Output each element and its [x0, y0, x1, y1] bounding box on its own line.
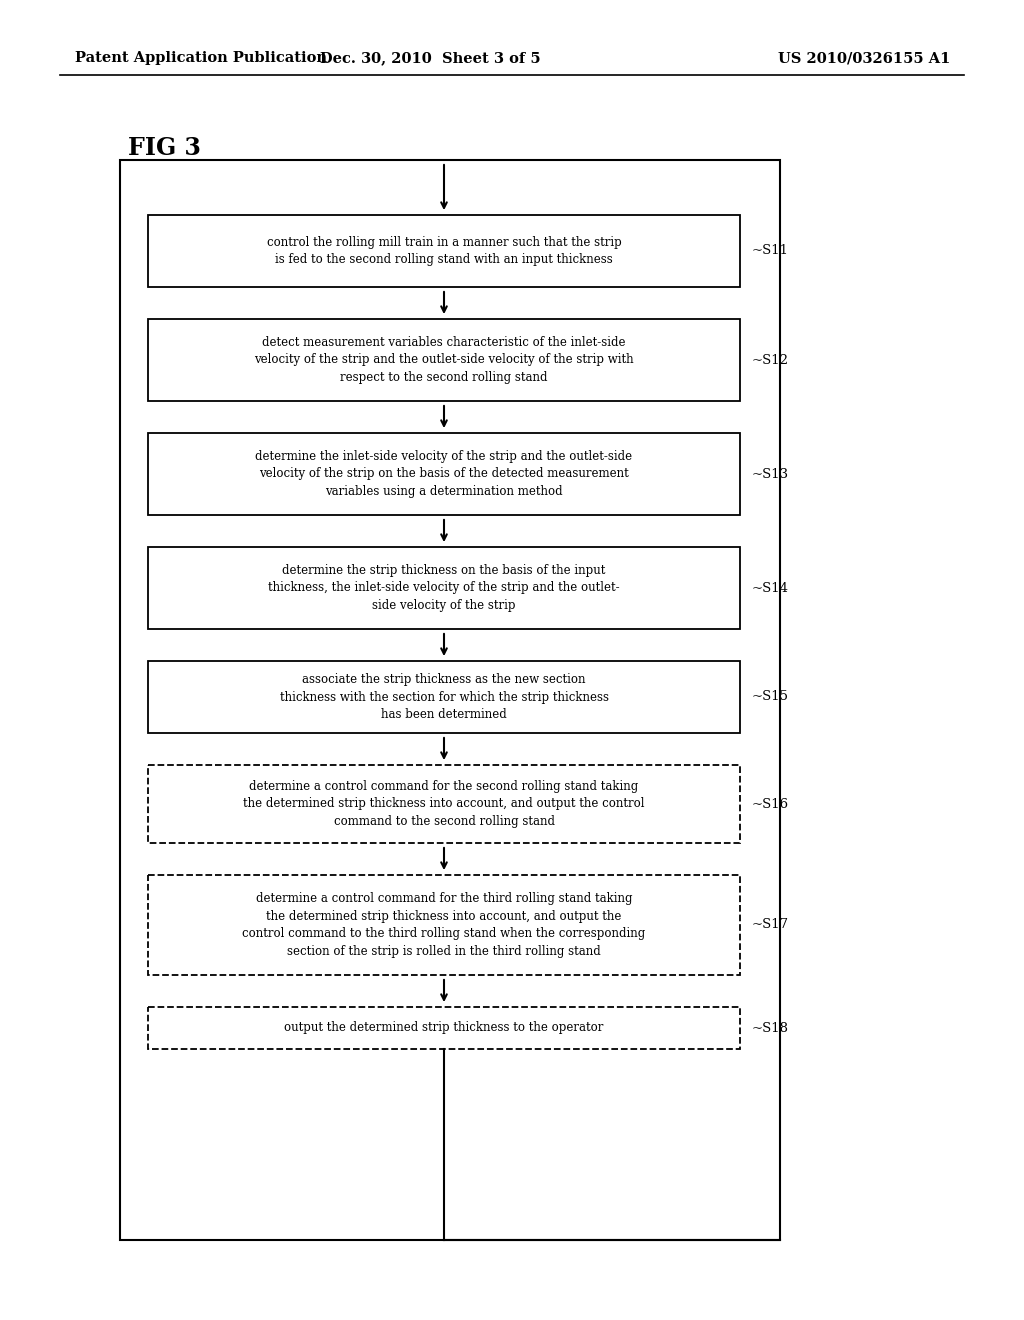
- Text: associate the strip thickness as the new section
thickness with the section for : associate the strip thickness as the new…: [280, 673, 608, 721]
- Text: determine a control command for the third rolling stand taking
the determined st: determine a control command for the thir…: [243, 892, 645, 958]
- Text: ~S14: ~S14: [752, 582, 790, 594]
- Text: ~S12: ~S12: [752, 354, 790, 367]
- Text: FIG 3: FIG 3: [128, 136, 201, 160]
- Text: ~S13: ~S13: [752, 467, 790, 480]
- Bar: [148, 766, 740, 843]
- Bar: [148, 875, 740, 975]
- Text: Patent Application Publication: Patent Application Publication: [75, 51, 327, 65]
- Text: detect measurement variables characteristic of the inlet-side
velocity of the st: detect measurement variables characteris…: [254, 337, 634, 384]
- Bar: [120, 160, 780, 1239]
- Bar: [148, 661, 740, 733]
- Text: ~S17: ~S17: [752, 919, 790, 932]
- Bar: [148, 1007, 740, 1049]
- Text: US 2010/0326155 A1: US 2010/0326155 A1: [777, 51, 950, 65]
- Text: Dec. 30, 2010  Sheet 3 of 5: Dec. 30, 2010 Sheet 3 of 5: [319, 51, 541, 65]
- Bar: [148, 433, 740, 515]
- Text: ~S16: ~S16: [752, 797, 790, 810]
- Text: ~S18: ~S18: [752, 1022, 790, 1035]
- Text: output the determined strip thickness to the operator: output the determined strip thickness to…: [285, 1022, 604, 1035]
- Text: determine the inlet-side velocity of the strip and the outlet-side
velocity of t: determine the inlet-side velocity of the…: [255, 450, 633, 498]
- Bar: [148, 215, 740, 286]
- Bar: [148, 546, 740, 630]
- Text: determine a control command for the second rolling stand taking
the determined s: determine a control command for the seco…: [244, 780, 645, 828]
- Text: control the rolling mill train in a manner such that the strip
is fed to the sec: control the rolling mill train in a mann…: [266, 236, 622, 267]
- Text: ~S11: ~S11: [752, 244, 790, 257]
- Text: determine the strip thickness on the basis of the input
thickness, the inlet-sid: determine the strip thickness on the bas…: [268, 564, 620, 612]
- Text: ~S15: ~S15: [752, 690, 790, 704]
- Bar: [148, 319, 740, 401]
